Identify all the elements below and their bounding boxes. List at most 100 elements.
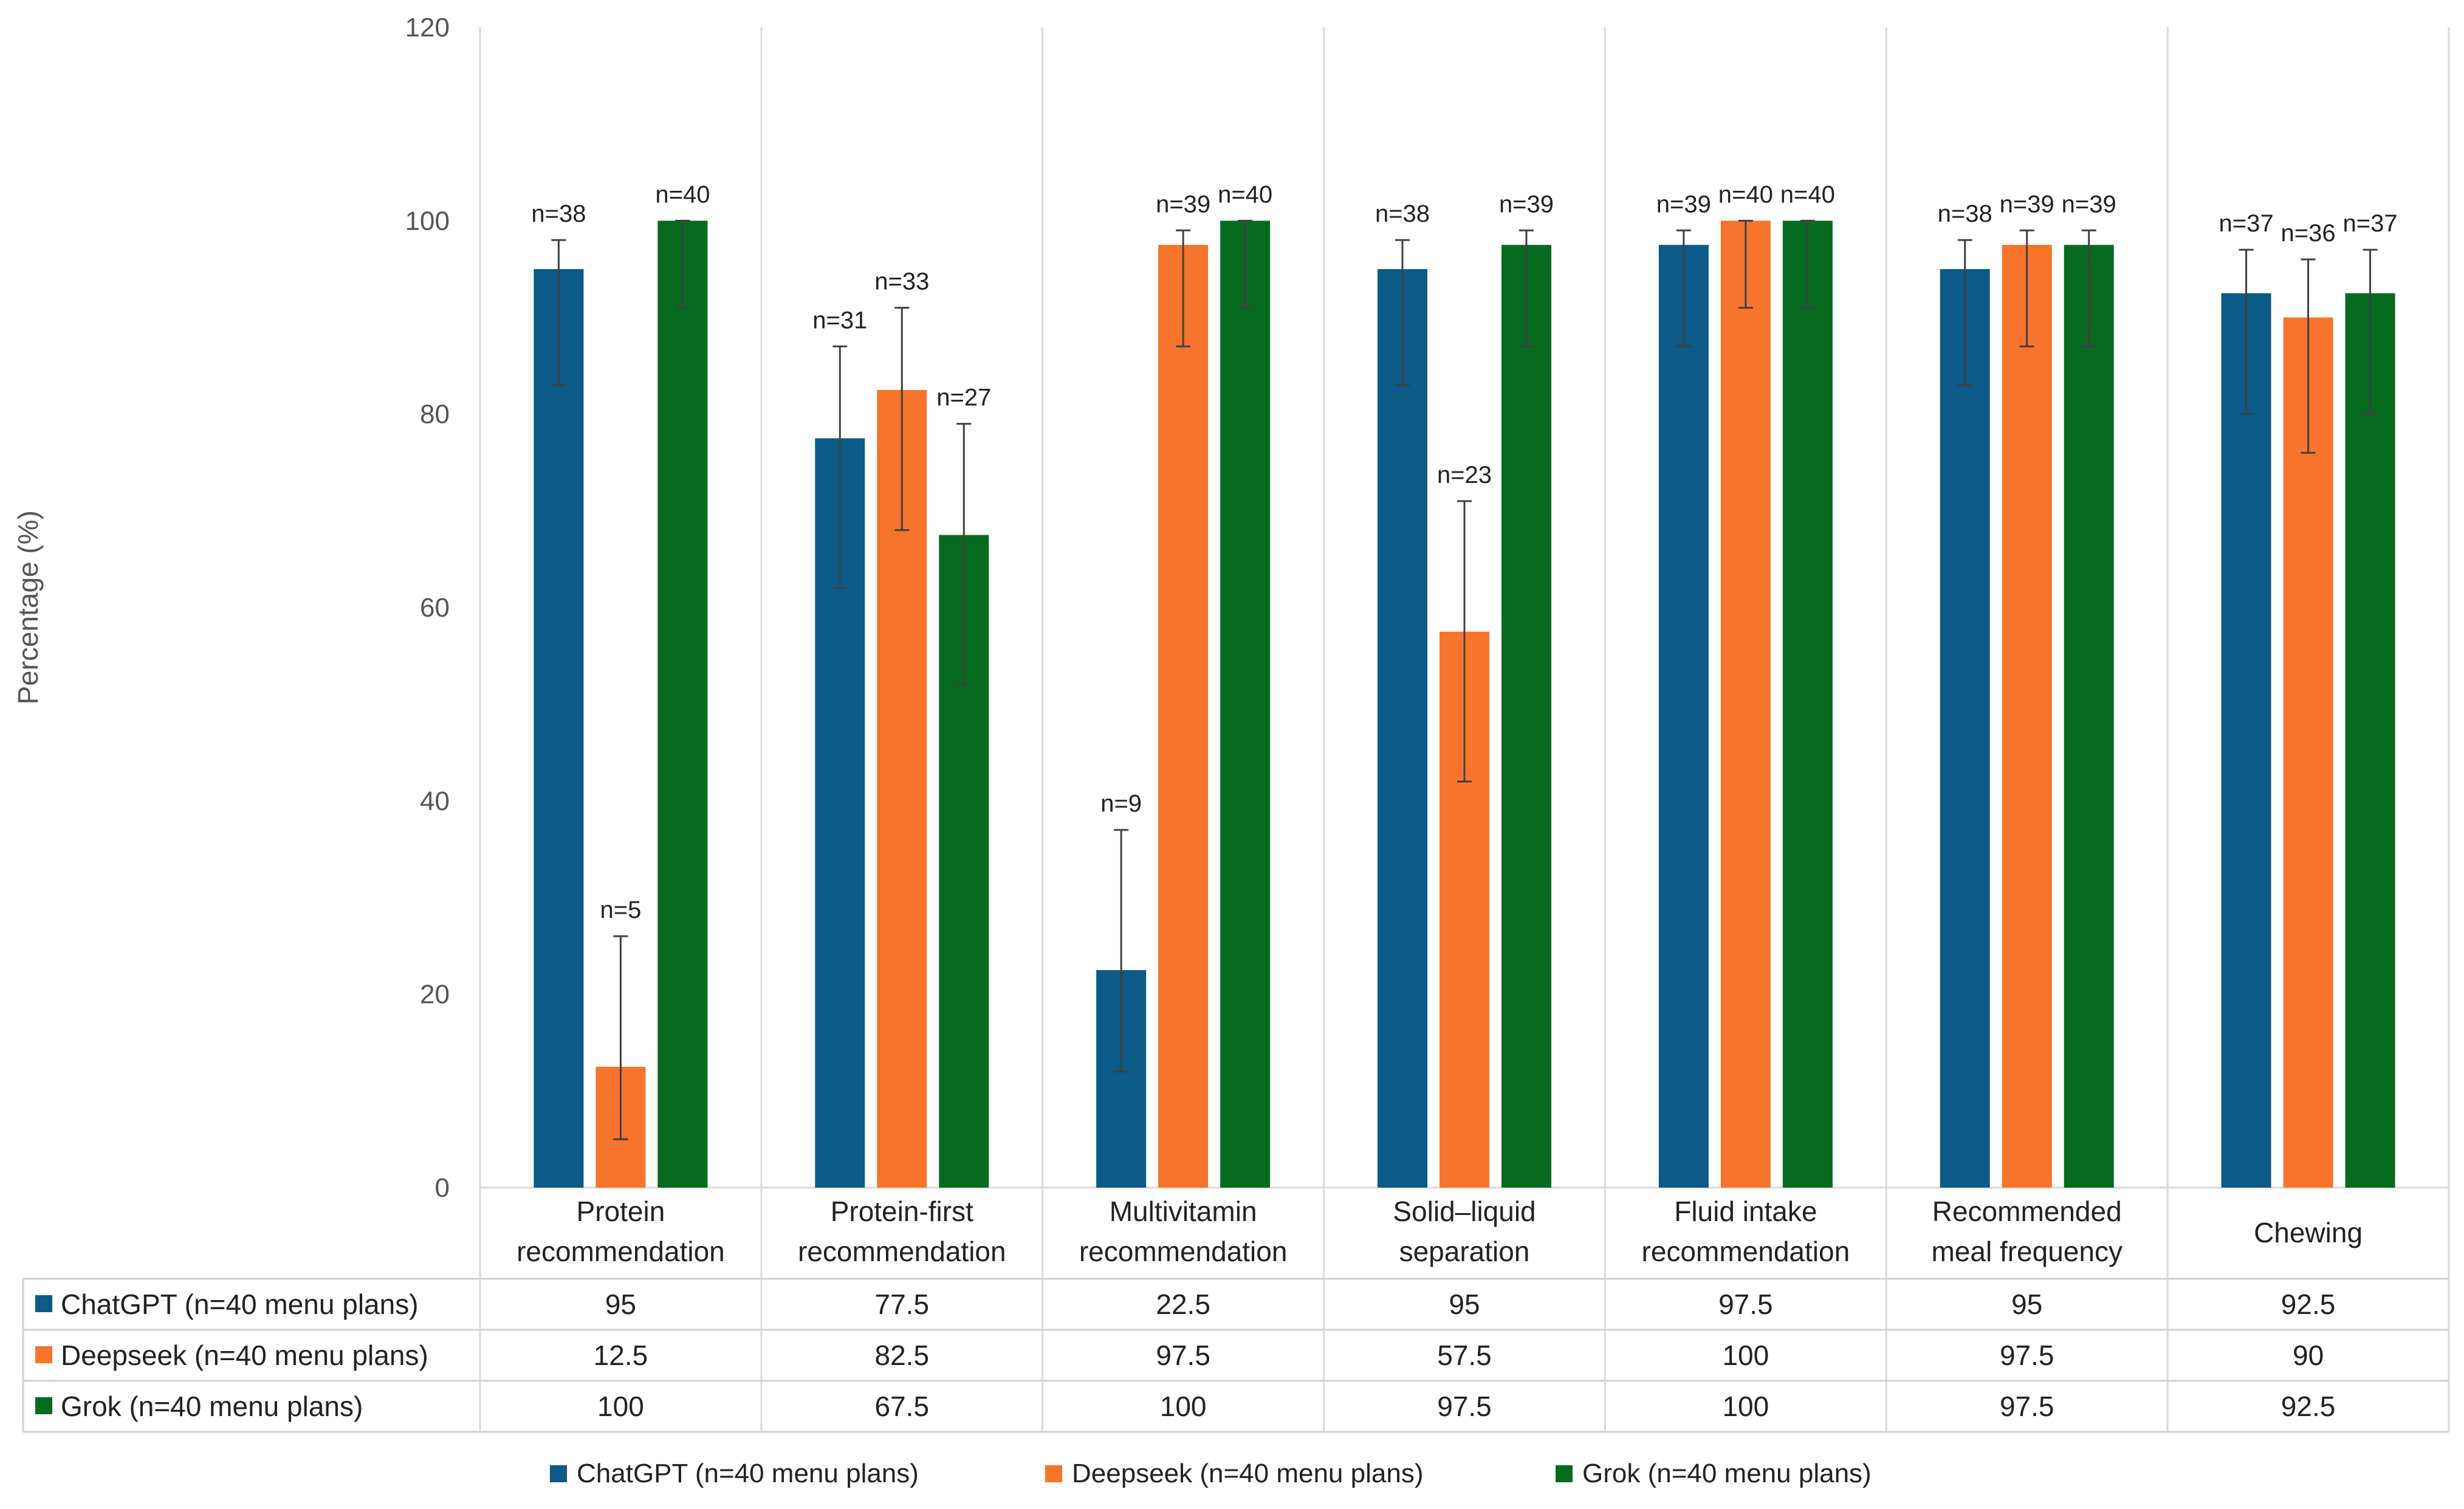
- bar: [2221, 293, 2271, 1188]
- n-label: n=27: [936, 385, 991, 411]
- bar: [534, 269, 584, 1188]
- table-series-label: ChatGPT (n=40 menu plans): [61, 1288, 419, 1320]
- n-label: n=37: [2219, 210, 2274, 237]
- category-label-line: recommendation: [516, 1236, 725, 1267]
- bar: [1501, 245, 1551, 1188]
- error-bars: [551, 219, 2378, 1140]
- n-label: n=38: [1375, 200, 1430, 227]
- category-label: Multivitamin recommendation: [1079, 1196, 1288, 1267]
- n-label: n=40: [1780, 181, 1835, 208]
- y-tick-label: 80: [420, 400, 450, 429]
- category-label: Protein-first recommendation: [798, 1196, 1006, 1267]
- table-cell: 92.5: [2281, 1288, 2336, 1320]
- table-cell: 12.5: [594, 1340, 648, 1371]
- category-label-line: recommendation: [798, 1236, 1006, 1267]
- table-cell: 95: [1449, 1288, 1480, 1320]
- table-cell: 100: [1722, 1340, 1769, 1371]
- y-tick-label: 0: [435, 1173, 450, 1203]
- n-label: n=31: [812, 307, 867, 334]
- n-label: n=38: [1938, 200, 1992, 227]
- bars: [534, 221, 2395, 1188]
- bar: [1158, 245, 1209, 1188]
- category-label: Recommended meal frequency: [1931, 1196, 2123, 1267]
- n-label: n=9: [1100, 790, 1142, 817]
- category-label-line: separation: [1399, 1236, 1530, 1267]
- bar: [1378, 269, 1427, 1188]
- table-cell: 67.5: [875, 1391, 930, 1422]
- table-cell: 95: [2011, 1288, 2042, 1320]
- category-label-line: Chewing: [2254, 1217, 2363, 1248]
- legend-label: Grok (n=40 menu plans): [1582, 1459, 1872, 1488]
- table-cell: 77.5: [875, 1288, 930, 1320]
- category-label-line: Recommended: [1932, 1196, 2122, 1227]
- table-legend-key: [35, 1346, 52, 1363]
- table-cell: 22.5: [1156, 1288, 1210, 1320]
- bar: [1720, 221, 1771, 1188]
- n-label: n=40: [1218, 181, 1272, 208]
- category-label-line: Solid–liquid: [1393, 1196, 1536, 1227]
- legend-swatch: [550, 1465, 567, 1482]
- y-tick-label: 40: [420, 786, 450, 816]
- bar: [1220, 221, 1271, 1188]
- category-label-line: meal frequency: [1931, 1236, 2123, 1267]
- category-label-line: Multivitamin: [1110, 1196, 1257, 1227]
- y-tick-label: 100: [405, 206, 450, 236]
- category-label: Protein recommendation: [516, 1196, 725, 1267]
- table-legend-key: [35, 1295, 52, 1312]
- table-cell: 97.5: [1156, 1340, 1210, 1371]
- table-series-label: Deepseek (n=40 menu plans): [61, 1340, 428, 1371]
- n-label: n=23: [1437, 462, 1492, 488]
- n-label: n=39: [1656, 191, 1711, 217]
- table-cell: 100: [597, 1391, 644, 1422]
- n-label: n=37: [2343, 210, 2398, 237]
- n-label: n=39: [1156, 191, 1210, 217]
- category-label-line: Fluid intake: [1674, 1196, 1817, 1227]
- category-label-line: Protein-first: [831, 1196, 973, 1227]
- n-label: n=33: [874, 269, 929, 295]
- n-label: n=39: [1499, 191, 1554, 217]
- n-label: n=39: [2062, 191, 2116, 217]
- bar: [2345, 293, 2395, 1188]
- bar: [1658, 245, 1709, 1188]
- n-label: n=5: [600, 897, 641, 923]
- table-cell: 95: [605, 1288, 636, 1320]
- table-cell: 82.5: [875, 1340, 930, 1371]
- table-legend-key: [35, 1397, 52, 1414]
- legend: ChatGPT (n=40 menu plans) Deepseek (n=40 …: [550, 1459, 1872, 1488]
- table-cell: 100: [1722, 1391, 1769, 1422]
- table-cell: 97.5: [2000, 1340, 2054, 1371]
- legend-label: ChatGPT (n=40 menu plans): [577, 1459, 919, 1488]
- table-cell: 57.5: [1437, 1340, 1492, 1371]
- table-cell: 90: [2293, 1340, 2324, 1371]
- n-label: n=38: [531, 200, 586, 227]
- n-label: n=39: [2000, 191, 2054, 217]
- table-cell: 100: [1160, 1391, 1207, 1422]
- y-tick-label: 60: [420, 593, 450, 623]
- legend-swatch: [1045, 1465, 1062, 1482]
- n-label: n=36: [2281, 220, 2336, 247]
- y-tick-label: 20: [420, 980, 450, 1010]
- category-label: Chewing: [2254, 1217, 2363, 1248]
- table-cell: 92.5: [2281, 1391, 2336, 1422]
- table-series-label: Grok (n=40 menu plans): [61, 1391, 363, 1422]
- n-labels: n=38 n=31 n=9 n=38 n=39 n=38 n=37 n=5 n=33 n=39 n=…: [531, 181, 2397, 923]
- category-label: Solid–liquid separation: [1393, 1196, 1536, 1267]
- legend-label: Deepseek (n=40 menu plans): [1072, 1459, 1423, 1488]
- bar: [2064, 245, 2114, 1188]
- y-tick-label: 120: [405, 13, 450, 43]
- category-label-line: recommendation: [1642, 1236, 1850, 1267]
- bar: [1940, 269, 1990, 1188]
- y-axis-label: Percentage (%): [12, 510, 44, 705]
- bar: [657, 221, 708, 1188]
- table-cell: 97.5: [1437, 1391, 1492, 1422]
- category-label: Fluid intake recommendation: [1642, 1196, 1850, 1267]
- bar: [2002, 245, 2052, 1188]
- category-label-line: recommendation: [1079, 1236, 1288, 1267]
- n-label: n=40: [655, 181, 710, 208]
- n-label: n=40: [1718, 181, 1773, 208]
- category-label-line: Protein: [577, 1196, 665, 1227]
- y-axis: 0 20 40 60 80 100 120 Percentage (%): [12, 13, 450, 1203]
- bar: [1782, 221, 1833, 1188]
- table-cell: 97.5: [2000, 1391, 2054, 1422]
